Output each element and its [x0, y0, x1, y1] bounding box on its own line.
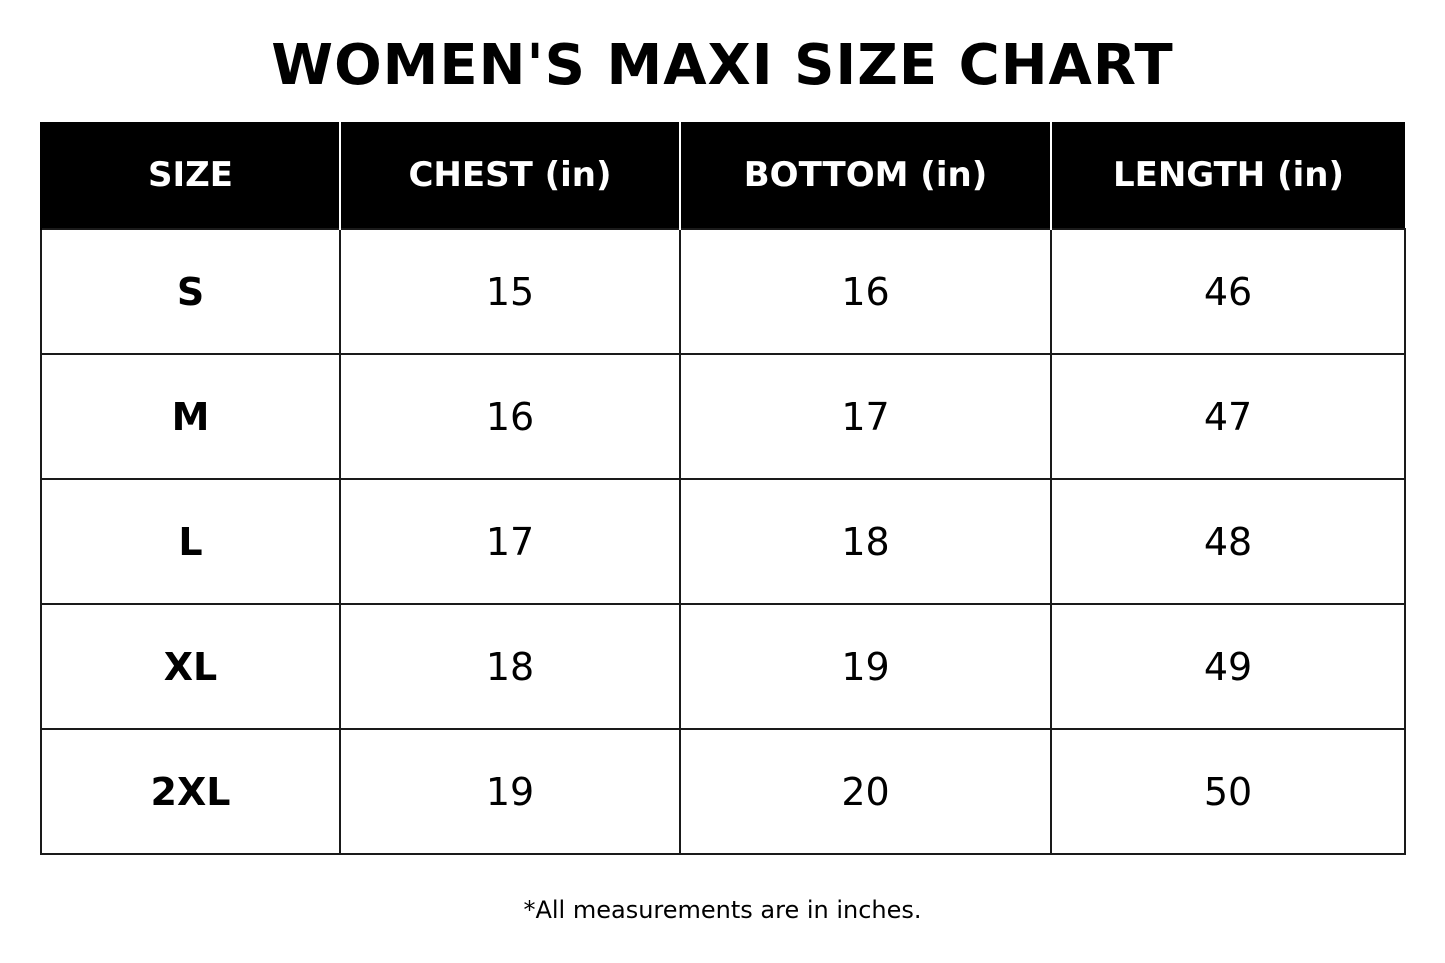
bottom-cell: 18: [679, 478, 1052, 605]
table-row: S 15 16 46: [40, 228, 1406, 355]
length-cell: 48: [1050, 478, 1406, 605]
length-cell: 49: [1050, 603, 1406, 730]
chest-cell: 16: [339, 353, 681, 480]
table-row: 2XL 19 20 50: [40, 728, 1406, 855]
table-row: XL 18 19 49: [40, 603, 1406, 730]
bottom-cell: 17: [679, 353, 1052, 480]
size-cell: L: [40, 478, 341, 605]
bottom-cell: 20: [679, 728, 1052, 855]
length-cell: 47: [1050, 353, 1406, 480]
size-chart-table: SIZE CHEST (in) BOTTOM (in) LENGTH (in) …: [40, 122, 1406, 855]
header-chest: CHEST (in): [339, 122, 680, 229]
table-row: L 17 18 48: [40, 478, 1406, 605]
size-cell: M: [40, 353, 341, 480]
length-cell: 46: [1050, 228, 1406, 355]
table-header-row: SIZE CHEST (in) BOTTOM (in) LENGTH (in): [40, 122, 1405, 229]
size-cell: 2XL: [40, 728, 341, 855]
bottom-cell: 19: [679, 603, 1052, 730]
length-cell: 50: [1050, 728, 1406, 855]
bottom-cell: 16: [679, 228, 1052, 355]
chest-cell: 15: [339, 228, 681, 355]
chest-cell: 19: [339, 728, 681, 855]
measurement-footnote: *All measurements are in inches.: [523, 896, 922, 924]
header-bottom: BOTTOM (in): [679, 122, 1051, 229]
size-cell: S: [40, 228, 341, 355]
header-size: SIZE: [40, 122, 340, 229]
page-title: WOMEN'S MAXI SIZE CHART: [271, 33, 1174, 98]
chest-cell: 17: [339, 478, 681, 605]
size-cell: XL: [40, 603, 341, 730]
table-row: M 16 17 47: [40, 353, 1406, 480]
chest-cell: 18: [339, 603, 681, 730]
header-length: LENGTH (in): [1050, 122, 1405, 229]
